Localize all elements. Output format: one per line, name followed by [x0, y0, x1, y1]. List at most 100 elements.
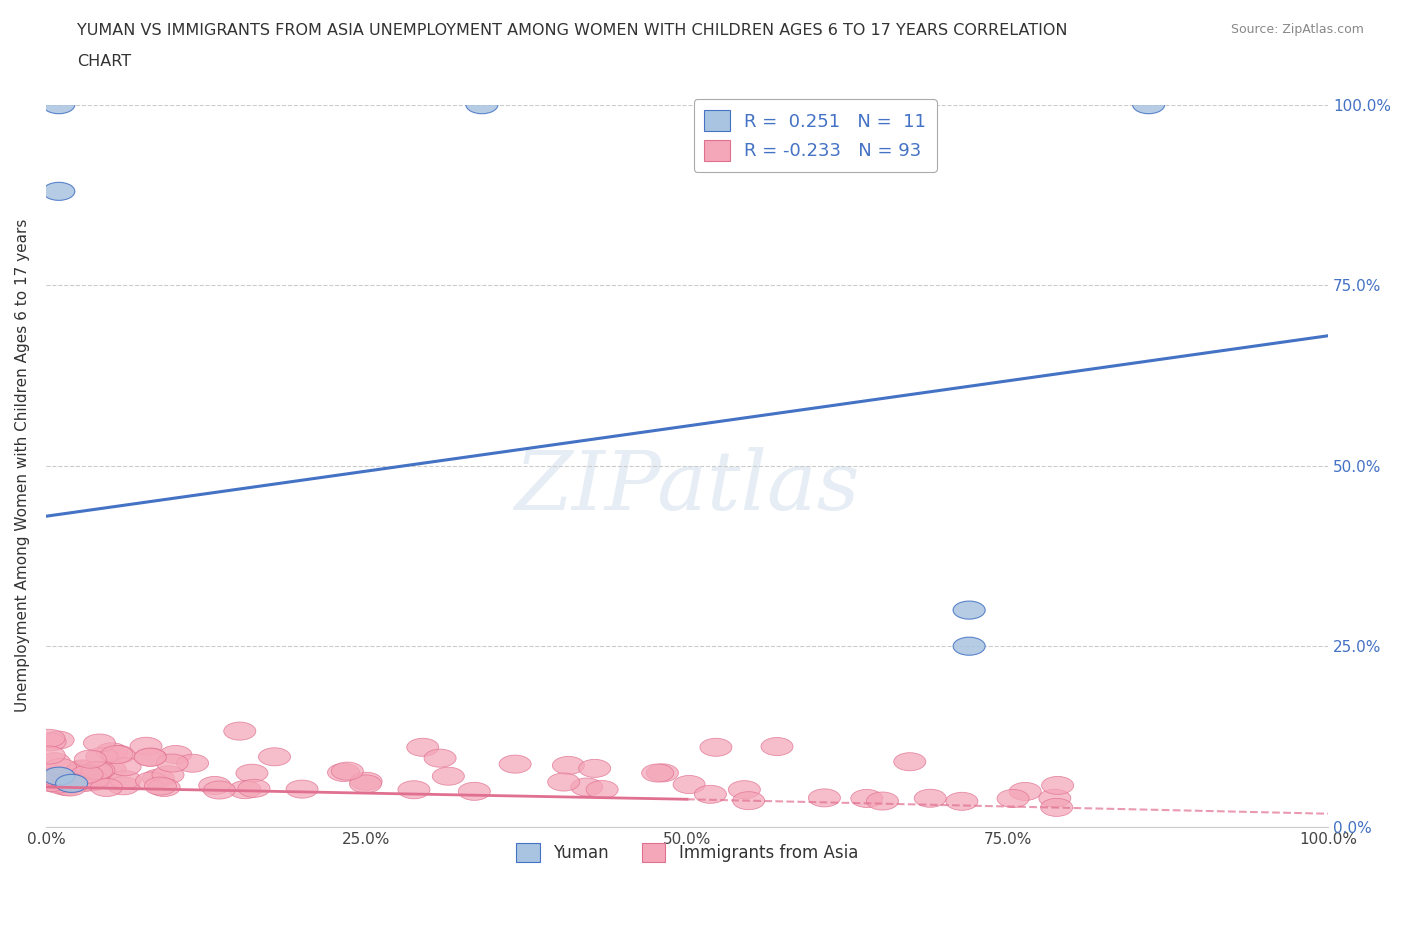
- Ellipse shape: [103, 746, 135, 764]
- Ellipse shape: [238, 779, 270, 797]
- Ellipse shape: [236, 764, 269, 782]
- Ellipse shape: [38, 752, 70, 771]
- Ellipse shape: [946, 792, 979, 810]
- Ellipse shape: [94, 760, 127, 778]
- Ellipse shape: [204, 781, 235, 799]
- Ellipse shape: [148, 778, 180, 796]
- Ellipse shape: [135, 748, 167, 766]
- Ellipse shape: [733, 791, 765, 810]
- Ellipse shape: [1010, 782, 1042, 801]
- Ellipse shape: [110, 771, 141, 789]
- Ellipse shape: [42, 767, 75, 785]
- Ellipse shape: [285, 780, 318, 798]
- Ellipse shape: [96, 743, 128, 761]
- Ellipse shape: [49, 769, 80, 788]
- Ellipse shape: [63, 764, 96, 781]
- Ellipse shape: [350, 775, 381, 793]
- Ellipse shape: [579, 760, 610, 777]
- Ellipse shape: [76, 773, 108, 790]
- Ellipse shape: [37, 774, 67, 791]
- Ellipse shape: [695, 785, 727, 804]
- Ellipse shape: [894, 752, 925, 771]
- Ellipse shape: [83, 734, 115, 752]
- Ellipse shape: [51, 777, 82, 795]
- Ellipse shape: [406, 738, 439, 756]
- Ellipse shape: [107, 777, 139, 795]
- Ellipse shape: [42, 182, 75, 200]
- Ellipse shape: [177, 754, 208, 772]
- Ellipse shape: [259, 748, 291, 765]
- Ellipse shape: [548, 773, 579, 791]
- Ellipse shape: [586, 780, 619, 799]
- Text: YUMAN VS IMMIGRANTS FROM ASIA UNEMPLOYMENT AMONG WOMEN WITH CHILDREN AGES 6 TO 1: YUMAN VS IMMIGRANTS FROM ASIA UNEMPLOYME…: [77, 23, 1067, 38]
- Ellipse shape: [350, 772, 382, 790]
- Ellipse shape: [66, 760, 98, 778]
- Ellipse shape: [67, 761, 100, 779]
- Ellipse shape: [866, 792, 898, 810]
- Ellipse shape: [32, 729, 65, 748]
- Ellipse shape: [156, 754, 188, 772]
- Ellipse shape: [34, 733, 66, 751]
- Ellipse shape: [55, 778, 86, 796]
- Ellipse shape: [673, 776, 706, 793]
- Ellipse shape: [553, 756, 585, 775]
- Ellipse shape: [808, 789, 841, 807]
- Ellipse shape: [499, 755, 531, 773]
- Ellipse shape: [1133, 96, 1164, 113]
- Ellipse shape: [641, 764, 673, 782]
- Ellipse shape: [86, 748, 118, 765]
- Ellipse shape: [134, 749, 166, 766]
- Ellipse shape: [160, 746, 191, 764]
- Ellipse shape: [110, 758, 141, 776]
- Ellipse shape: [647, 764, 679, 782]
- Ellipse shape: [42, 775, 75, 793]
- Ellipse shape: [953, 637, 986, 656]
- Ellipse shape: [56, 775, 87, 792]
- Ellipse shape: [700, 738, 733, 756]
- Ellipse shape: [229, 780, 262, 799]
- Text: ZIPatlas: ZIPatlas: [515, 447, 860, 527]
- Ellipse shape: [35, 772, 67, 790]
- Ellipse shape: [728, 780, 761, 799]
- Ellipse shape: [34, 746, 65, 764]
- Ellipse shape: [332, 762, 363, 780]
- Ellipse shape: [77, 771, 110, 790]
- Ellipse shape: [101, 746, 134, 764]
- Ellipse shape: [458, 782, 491, 801]
- Ellipse shape: [914, 790, 946, 807]
- Ellipse shape: [52, 773, 84, 790]
- Ellipse shape: [1042, 777, 1074, 794]
- Ellipse shape: [1040, 798, 1073, 817]
- Ellipse shape: [1039, 790, 1071, 807]
- Ellipse shape: [398, 780, 430, 799]
- Y-axis label: Unemployment Among Women with Children Ages 6 to 17 years: Unemployment Among Women with Children A…: [15, 219, 30, 712]
- Ellipse shape: [953, 601, 986, 619]
- Ellipse shape: [90, 778, 122, 796]
- Ellipse shape: [38, 767, 70, 786]
- Ellipse shape: [83, 762, 115, 779]
- Ellipse shape: [425, 750, 456, 767]
- Ellipse shape: [465, 96, 498, 113]
- Ellipse shape: [62, 764, 93, 782]
- Ellipse shape: [70, 765, 103, 783]
- Ellipse shape: [198, 777, 231, 794]
- Ellipse shape: [67, 774, 100, 791]
- Ellipse shape: [997, 790, 1029, 807]
- Ellipse shape: [59, 772, 91, 790]
- Ellipse shape: [42, 96, 75, 113]
- Ellipse shape: [45, 759, 76, 777]
- Ellipse shape: [80, 762, 112, 780]
- Ellipse shape: [142, 769, 174, 788]
- Ellipse shape: [761, 737, 793, 755]
- Ellipse shape: [45, 772, 77, 790]
- Ellipse shape: [35, 773, 67, 791]
- Legend: Yuman, Immigrants from Asia: Yuman, Immigrants from Asia: [509, 836, 865, 869]
- Ellipse shape: [328, 764, 360, 781]
- Text: CHART: CHART: [77, 54, 131, 69]
- Ellipse shape: [135, 772, 167, 790]
- Ellipse shape: [152, 765, 184, 784]
- Ellipse shape: [53, 774, 84, 791]
- Ellipse shape: [76, 771, 108, 789]
- Ellipse shape: [224, 722, 256, 740]
- Ellipse shape: [851, 790, 883, 807]
